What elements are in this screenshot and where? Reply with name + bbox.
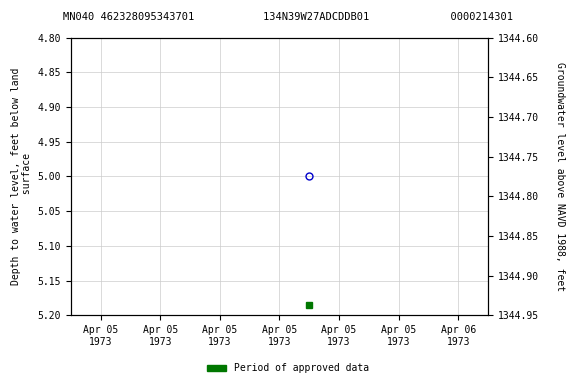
Y-axis label: Groundwater level above NAVD 1988, feet: Groundwater level above NAVD 1988, feet (555, 62, 566, 291)
Legend: Period of approved data: Period of approved data (203, 359, 373, 377)
Y-axis label: Depth to water level, feet below land
 surface: Depth to water level, feet below land su… (10, 68, 32, 285)
Text: MN040 462328095343701           134N39W27ADCDDB01             0000214301: MN040 462328095343701 134N39W27ADCDDB01 … (63, 12, 513, 22)
